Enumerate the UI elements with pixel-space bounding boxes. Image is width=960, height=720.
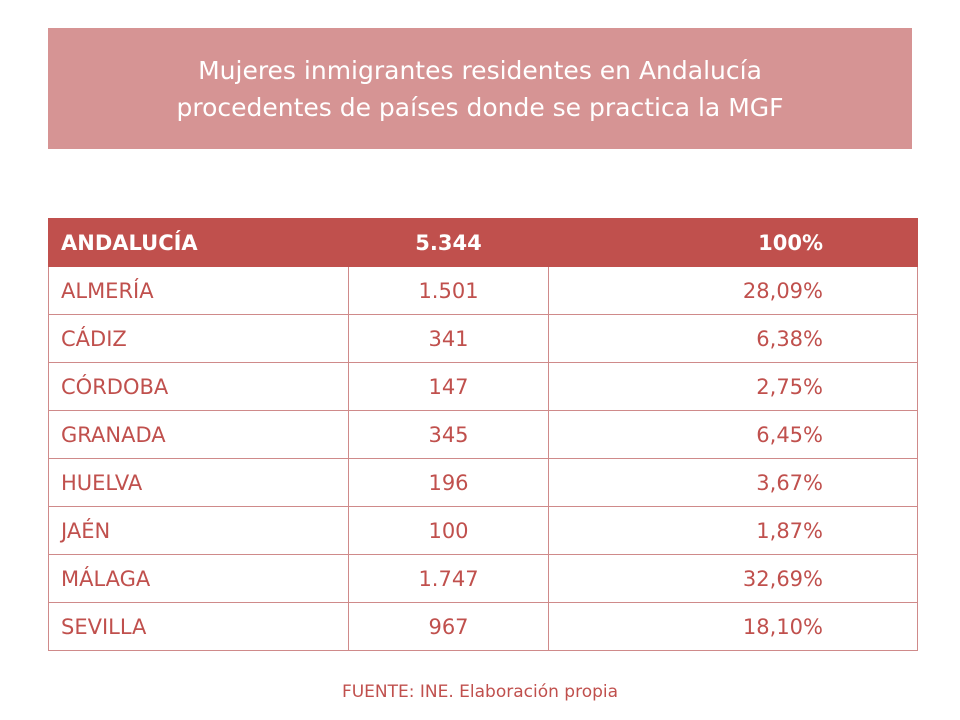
header-percent-cell: 100% — [548, 218, 918, 267]
header-count-cell: 5.344 — [348, 218, 549, 267]
row-percent-cell: 2,75% — [548, 362, 918, 411]
title-line-1: Mujeres inmigrantes residentes en Andalu… — [198, 55, 762, 85]
row-count-cell: 345 — [348, 410, 549, 459]
row-percent-cell: 18,10% — [548, 602, 918, 651]
data-table: ANDALUCÍA 5.344 100% ALMERÍA 1.501 28,09… — [48, 218, 918, 651]
row-count-cell: 1.501 — [348, 266, 549, 315]
row-percent-cell: 3,67% — [548, 458, 918, 507]
title-banner: Mujeres inmigrantes residentes en Andalu… — [48, 28, 912, 149]
table-row: GRANADA 345 6,45% — [48, 410, 918, 459]
source-caption: FUENTE: INE. Elaboración propia — [341, 682, 619, 702]
table-row: CÁDIZ 341 6,38% — [48, 314, 918, 363]
row-region-cell: JAÉN — [48, 506, 349, 555]
row-region-cell: CÁDIZ — [48, 314, 349, 363]
table-row: CÓRDOBA 147 2,75% — [48, 362, 918, 411]
row-count-cell: 1.747 — [348, 554, 549, 603]
row-region-cell: ALMERÍA — [48, 266, 349, 315]
row-count-cell: 967 — [348, 602, 549, 651]
table-row: ALMERÍA 1.501 28,09% — [48, 266, 918, 315]
table-row: HUELVA 196 3,67% — [48, 458, 918, 507]
row-region-cell: GRANADA — [48, 410, 349, 459]
row-percent-cell: 32,69% — [548, 554, 918, 603]
table-row: JAÉN 100 1,87% — [48, 506, 918, 555]
row-region-cell: CÓRDOBA — [48, 362, 349, 411]
row-count-cell: 100 — [348, 506, 549, 555]
row-percent-cell: 28,09% — [548, 266, 918, 315]
row-percent-cell: 1,87% — [548, 506, 918, 555]
row-region-cell: MÁLAGA — [48, 554, 349, 603]
header-region-cell: ANDALUCÍA — [48, 218, 349, 267]
row-count-cell: 341 — [348, 314, 549, 363]
row-percent-cell: 6,38% — [548, 314, 918, 363]
row-percent-cell: 6,45% — [548, 410, 918, 459]
table-row: MÁLAGA 1.747 32,69% — [48, 554, 918, 603]
row-count-cell: 147 — [348, 362, 549, 411]
table-header-row: ANDALUCÍA 5.344 100% — [48, 218, 918, 267]
row-count-cell: 196 — [348, 458, 549, 507]
table-row: SEVILLA 967 18,10% — [48, 602, 918, 651]
row-region-cell: SEVILLA — [48, 602, 349, 651]
row-region-cell: HUELVA — [48, 458, 349, 507]
title-line-2: procedentes de países donde se practica … — [176, 92, 784, 122]
